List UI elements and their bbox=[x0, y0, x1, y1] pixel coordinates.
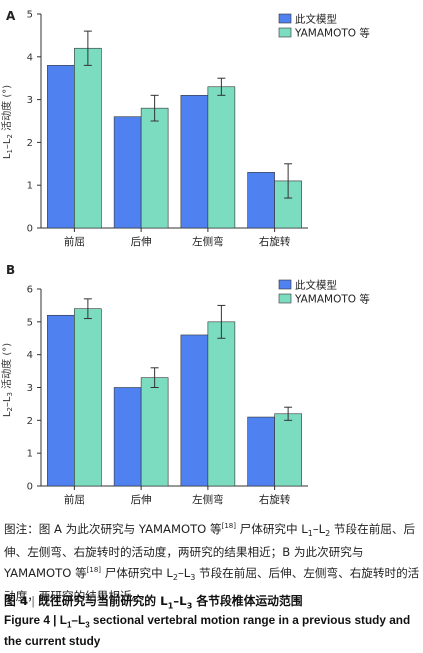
bar bbox=[140, 107, 169, 229]
bar bbox=[74, 47, 102, 229]
x-tick-label: 右旋转 bbox=[259, 493, 291, 506]
bar bbox=[207, 321, 236, 487]
y-tick-label: 2 bbox=[27, 138, 33, 149]
y-tick-label: 1 bbox=[27, 449, 33, 460]
y-axis-label-b: L2–L3 活动度 (°) bbox=[0, 343, 14, 417]
x-tick-label: 前屈 bbox=[64, 493, 85, 506]
bar bbox=[180, 334, 209, 487]
y-tick-label: 5 bbox=[27, 317, 33, 328]
chart-panel-a: A L1–L2 活动度 (°) 0 1 2 3 4 5 前屈 后伸 左侧弯 右旋转 此文模型YAMA… bbox=[0, 9, 370, 248]
bar bbox=[47, 65, 75, 229]
y-tick-label: 6 bbox=[27, 285, 33, 296]
x-tick-label: 左侧弯 bbox=[192, 493, 224, 506]
bar bbox=[140, 377, 169, 487]
legend-label: 此文模型 bbox=[295, 13, 337, 26]
figure-title-en: Figure 4 | L1–L3 sectional vertebral mot… bbox=[4, 613, 411, 649]
y-tick-label: 0 bbox=[27, 224, 33, 235]
bar bbox=[47, 314, 75, 487]
legend-swatch bbox=[278, 27, 292, 38]
y-tick-label: 1 bbox=[27, 181, 33, 192]
figure-title-cn: 图 4 | 既往研究与当前研究的 L1–L3 各节段椎体运动范围 bbox=[4, 594, 303, 611]
bar bbox=[247, 172, 275, 229]
panel-b-label: B bbox=[6, 263, 15, 277]
bar bbox=[207, 86, 236, 229]
legend-label: 此文模型 bbox=[295, 279, 337, 292]
chart-panel-b: B L2–L3 活动度 (°) 0 1 2 3 4 5 6 前屈 后伸 左侧弯 右旋转 此文模型YAM… bbox=[0, 263, 370, 506]
x-tick-label: 左侧弯 bbox=[192, 235, 224, 248]
legend-swatch bbox=[278, 293, 292, 304]
y-axis-label-a: L1–L2 活动度 (°) bbox=[0, 85, 14, 159]
y-tick-label: 2 bbox=[27, 416, 33, 427]
bar bbox=[74, 308, 102, 487]
legend-swatch bbox=[278, 279, 292, 290]
bar bbox=[274, 180, 302, 229]
bar bbox=[247, 416, 275, 487]
legend-label: YAMAMOTO 等 bbox=[294, 27, 370, 40]
x-tick-label: 前屈 bbox=[64, 235, 85, 248]
y-tick-label: 3 bbox=[27, 95, 33, 106]
y-tick-label: 4 bbox=[27, 52, 33, 63]
legend-swatch bbox=[278, 13, 292, 24]
x-tick-label: 右旋转 bbox=[259, 235, 291, 248]
bar bbox=[113, 387, 142, 487]
figure-note: 图注：图 A 为此次研究与 YAMAMOTO 等[18] 尸体研究中 L1–L2… bbox=[4, 521, 420, 604]
bar bbox=[274, 413, 302, 487]
y-tick-label: 4 bbox=[27, 350, 33, 361]
x-tick-label: 后伸 bbox=[131, 236, 152, 248]
bar bbox=[113, 116, 142, 229]
bar bbox=[180, 95, 209, 229]
x-tick-label: 后伸 bbox=[131, 494, 152, 506]
y-tick-label: 0 bbox=[27, 482, 33, 493]
panel-a-label: A bbox=[6, 9, 16, 23]
legend-label: YAMAMOTO 等 bbox=[294, 293, 370, 306]
y-tick-label: 3 bbox=[27, 383, 33, 394]
y-tick-label: 5 bbox=[27, 10, 33, 21]
